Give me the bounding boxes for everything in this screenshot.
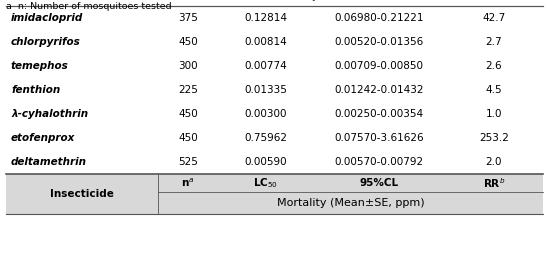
Text: 0.06980-0.21221: 0.06980-0.21221 bbox=[334, 13, 424, 23]
Text: λ-cyhalothrin: λ-cyhalothrin bbox=[11, 109, 88, 119]
Text: 0.75962: 0.75962 bbox=[244, 133, 287, 143]
Text: 2.6: 2.6 bbox=[486, 61, 502, 71]
Text: fenthion: fenthion bbox=[11, 85, 60, 95]
Text: deltamethrin: deltamethrin bbox=[11, 157, 87, 167]
Text: 450: 450 bbox=[178, 133, 198, 143]
Text: etofenprox: etofenprox bbox=[11, 133, 75, 143]
Text: 253.2: 253.2 bbox=[479, 133, 509, 143]
Text: b  RR(Resistance rate):LD$_{50}$ of each insecticide/LD$_{50}$ value of λ-cyhalo: b RR(Resistance rate):LD$_{50}$ of each … bbox=[6, 0, 361, 3]
Text: Mortality (Mean±SE, ppm): Mortality (Mean±SE, ppm) bbox=[277, 198, 424, 208]
Text: 42.7: 42.7 bbox=[483, 13, 506, 23]
Text: 0.00590: 0.00590 bbox=[244, 157, 287, 167]
Text: n$^a$: n$^a$ bbox=[181, 177, 195, 189]
Text: 1.0: 1.0 bbox=[486, 109, 502, 119]
Text: 450: 450 bbox=[178, 37, 198, 47]
Text: imidacloprid: imidacloprid bbox=[11, 13, 83, 23]
Text: 375: 375 bbox=[178, 13, 198, 23]
Text: 0.12814: 0.12814 bbox=[244, 13, 287, 23]
Text: 95%CL: 95%CL bbox=[360, 178, 399, 188]
Text: 525: 525 bbox=[178, 157, 198, 167]
Text: 0.07570-3.61626: 0.07570-3.61626 bbox=[334, 133, 424, 143]
Text: RR$^b$: RR$^b$ bbox=[483, 176, 505, 190]
Text: 0.01242-0.01432: 0.01242-0.01432 bbox=[334, 85, 424, 95]
Text: LC$_{50}$: LC$_{50}$ bbox=[253, 176, 278, 190]
Text: 0.00250-0.00354: 0.00250-0.00354 bbox=[334, 109, 424, 119]
Text: 225: 225 bbox=[178, 85, 198, 95]
Text: Insecticide: Insecticide bbox=[50, 189, 114, 199]
Text: 0.00520-0.01356: 0.00520-0.01356 bbox=[334, 37, 424, 47]
Text: 2.0: 2.0 bbox=[486, 157, 502, 167]
Text: a  n: Number of mosquitoes tested: a n: Number of mosquitoes tested bbox=[6, 2, 172, 11]
Text: 4.5: 4.5 bbox=[486, 85, 502, 95]
Text: 2.7: 2.7 bbox=[486, 37, 502, 47]
Text: 0.00774: 0.00774 bbox=[244, 61, 287, 71]
Text: 0.00709-0.00850: 0.00709-0.00850 bbox=[334, 61, 423, 71]
Text: 450: 450 bbox=[178, 109, 198, 119]
Text: temephos: temephos bbox=[11, 61, 69, 71]
Text: chlorpyrifos: chlorpyrifos bbox=[11, 37, 81, 47]
Text: 0.00570-0.00792: 0.00570-0.00792 bbox=[334, 157, 424, 167]
Text: 0.00814: 0.00814 bbox=[244, 37, 287, 47]
Bar bbox=[6, 174, 543, 214]
Text: 0.01335: 0.01335 bbox=[244, 85, 287, 95]
Text: 300: 300 bbox=[178, 61, 198, 71]
Text: 0.00300: 0.00300 bbox=[244, 109, 287, 119]
